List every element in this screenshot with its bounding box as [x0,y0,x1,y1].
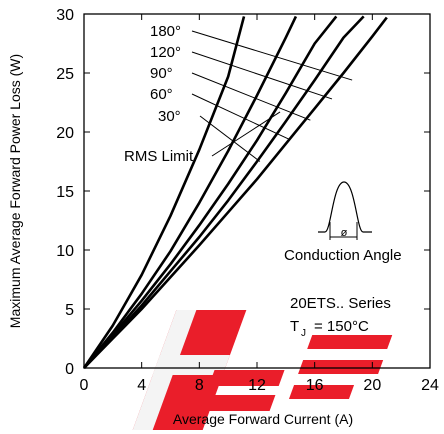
x-axis-label: Average Forward Current (A) [173,411,353,427]
tj-label: T [290,318,299,335]
series-line-2 [83,15,338,369]
series-label: 120° [150,44,181,61]
y-tick-label: 20 [56,125,74,142]
plot-area: 0 4 8 12 16 20 24 0 5 10 15 20 25 30 [56,7,439,394]
x-tick-label: 20 [363,377,381,394]
series-line-0 [83,16,388,369]
series-title: 20ETS.. Series [290,295,391,312]
series-label: 90° [150,65,173,82]
y-tick-label: 15 [56,184,74,201]
series-line-1 [83,15,365,369]
inset-backdrop [312,174,394,260]
tj-value: = 150°C [314,318,369,335]
series-label: 180° [150,23,181,40]
leader-line [191,72,311,121]
leader-line [191,93,289,140]
x-tick-label: 0 [80,377,89,394]
series-label: 30° [158,108,181,125]
y-tick-label: 5 [65,302,74,319]
rms-limit-leader [211,111,281,157]
half-sine-waveform [318,181,372,233]
x-tick-label: 16 [306,377,324,394]
leader-line [199,115,261,162]
leader-line [191,51,333,100]
inset-label: Conduction Angle [284,247,402,264]
x-tick-label: 12 [248,377,266,394]
y-tick-label: 25 [56,66,74,83]
series-label: 60° [150,86,173,103]
watermark-logo [132,310,393,430]
angle-symbol: ø [341,227,348,239]
series-labels: 180° 120° 90° 60° 30° RMS Limit [124,23,353,165]
y-tick-label: 30 [56,7,74,24]
conduction-angle-inset: ø [312,174,394,260]
junction-temperature: T J = 150°C [290,318,369,339]
rms-limit-label: RMS Limit [124,148,194,165]
y-axis-label: Maximum Average Forward Power Loss (W) [7,54,23,328]
leader-line [191,30,353,81]
y-tick-label: 0 [65,361,74,378]
tj-subscript: J [301,328,306,339]
x-tick-label: 4 [137,377,146,394]
series-line-4 [82,16,246,369]
x-tick-label: 24 [421,377,439,394]
y-tick-label: 10 [56,243,74,260]
axis-ticks: 0 4 8 12 16 20 24 0 5 10 15 20 25 30 [56,7,439,394]
x-tick-label: 8 [195,377,204,394]
